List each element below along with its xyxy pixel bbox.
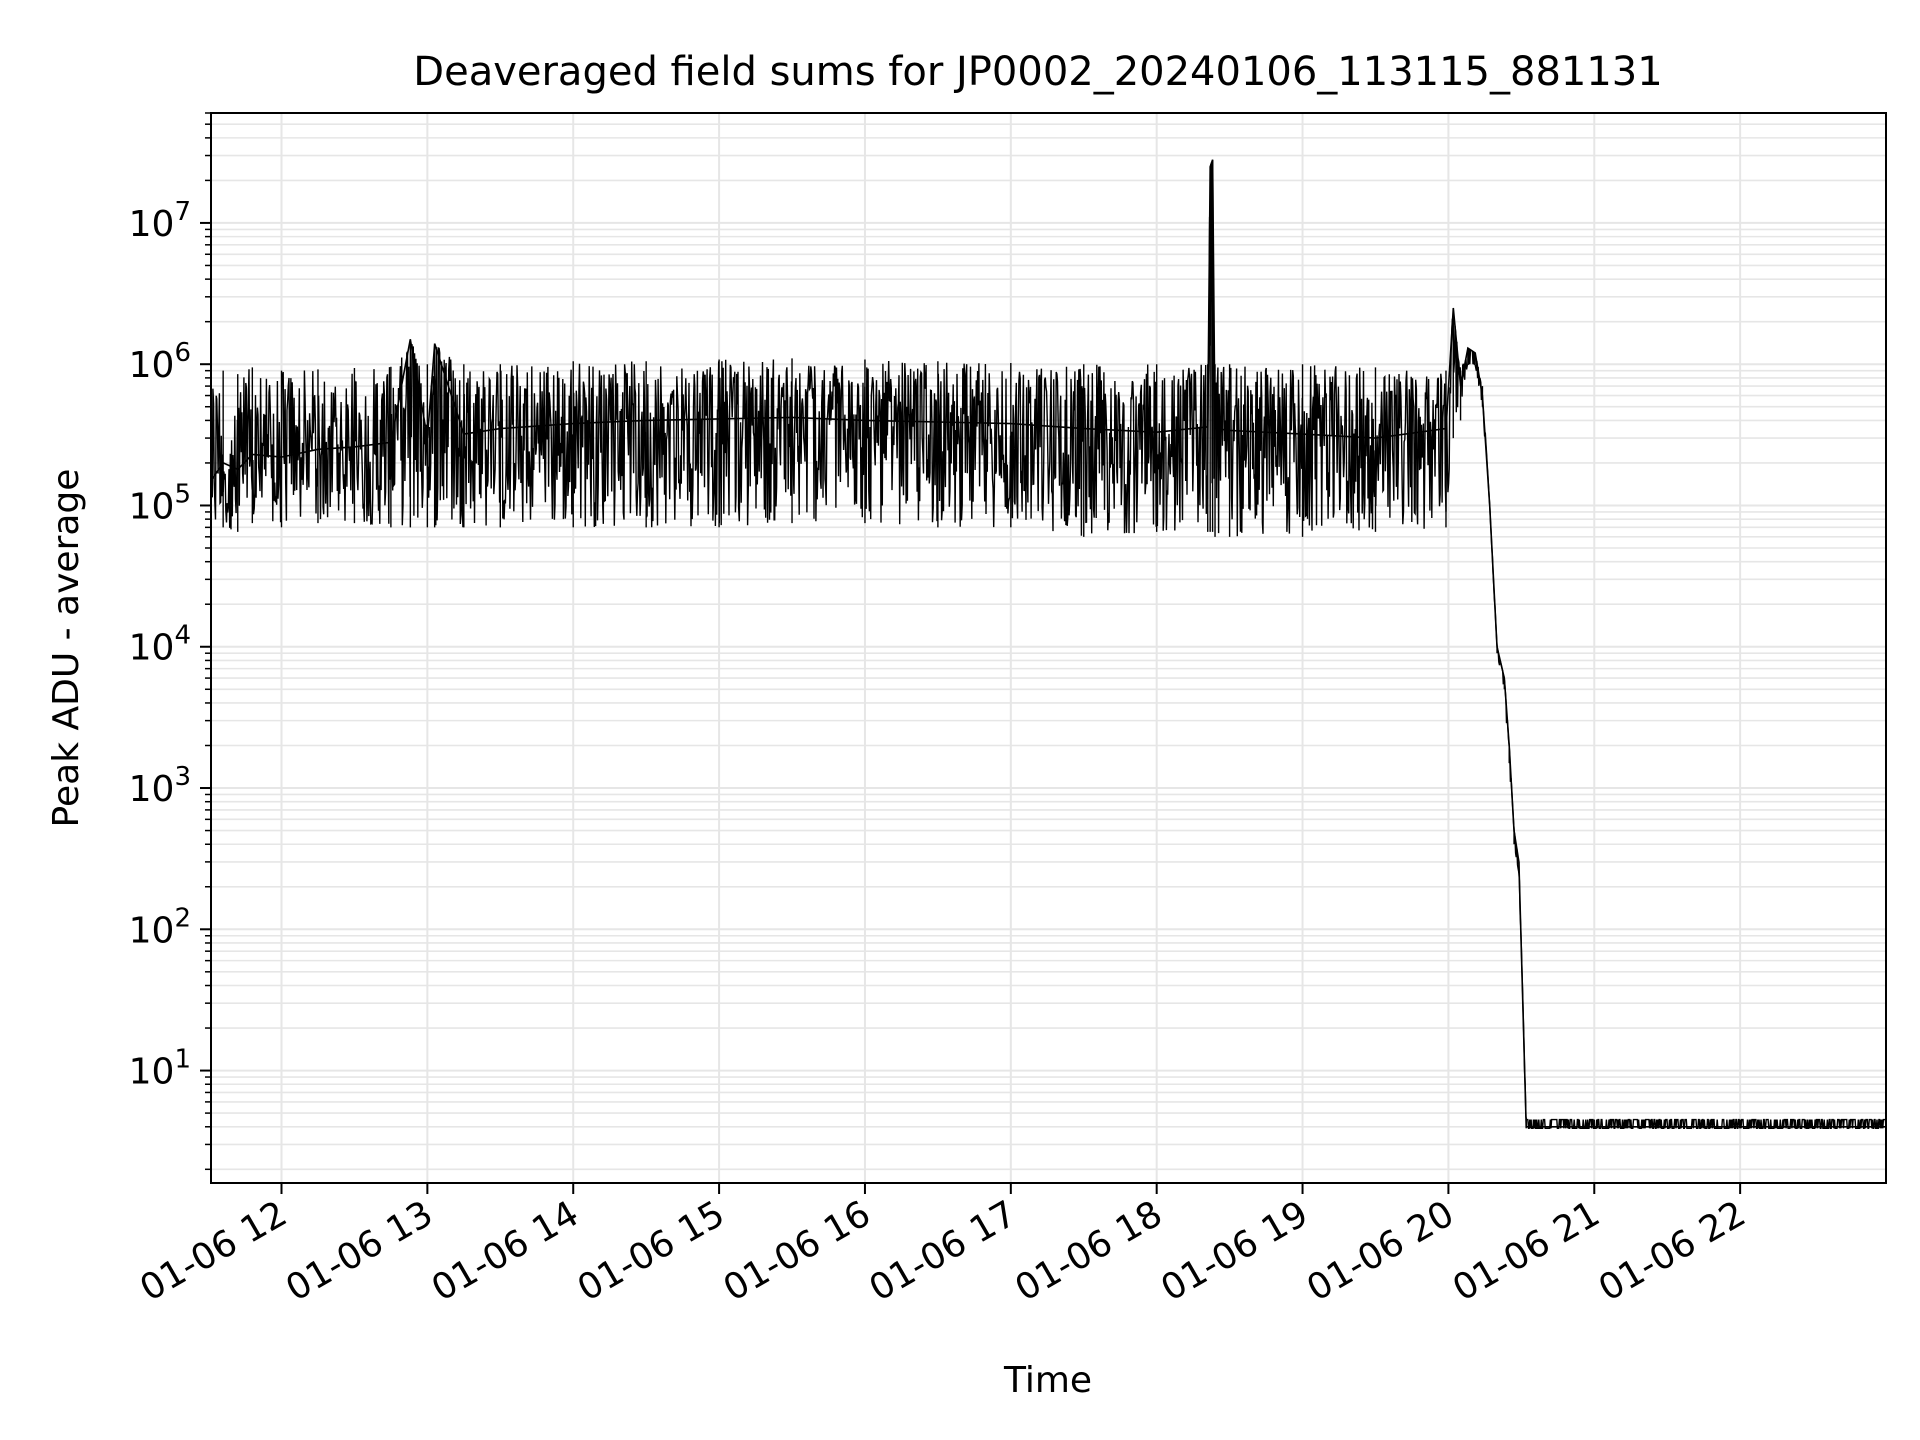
y-tick-label: 101 (129, 1045, 191, 1093)
plot-area (210, 159, 1887, 1130)
chart-title: Deaveraged field sums for JP0002_2024010… (413, 49, 1662, 95)
y-axis-label: Peak ADU - average (46, 469, 87, 828)
series-trace (210, 162, 1887, 1130)
y-tick-label: 102 (129, 903, 191, 951)
plot-frame (210, 112, 1887, 1184)
y-tick-label: 104 (129, 621, 191, 669)
series-line (210, 159, 1886, 1128)
x-axis-label: Time (1003, 1360, 1092, 1401)
y-tick-label: 107 (129, 197, 191, 245)
y-tick-label: 106 (129, 338, 191, 386)
y-tick-label: 105 (129, 479, 191, 527)
y-axis: 101 102 103 104 105 106 107 (129, 112, 211, 1171)
grid (211, 112, 1886, 1183)
y-tick-label: 103 (129, 762, 191, 810)
